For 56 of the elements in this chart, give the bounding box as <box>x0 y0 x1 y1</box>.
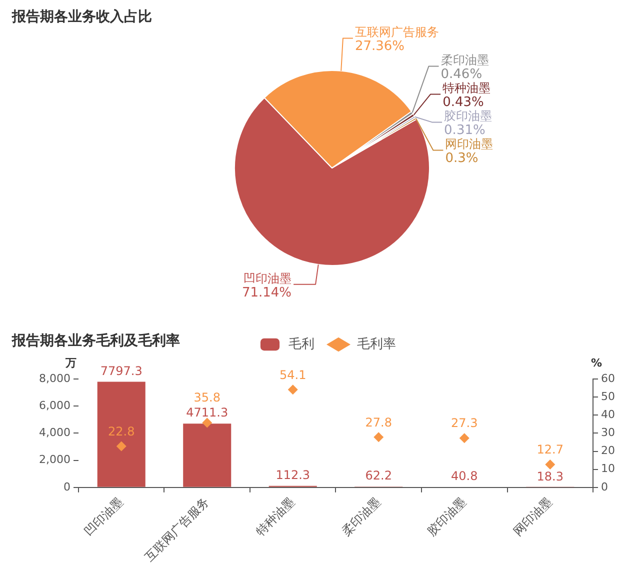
slice-label: 凹印油墨 <box>244 271 292 286</box>
data-label: 112.3 <box>276 468 310 482</box>
y2-tick-label: 0 <box>601 480 608 494</box>
slice-label: 网印油墨 <box>445 137 494 152</box>
slice-label: 胶印油墨 <box>444 109 492 124</box>
y-tick-label: 2,000 <box>38 453 70 466</box>
data-label: 0.46% <box>440 67 482 82</box>
point <box>288 384 298 395</box>
point <box>545 459 556 470</box>
data-label: 35.8 <box>194 390 220 405</box>
slice-label: 特种油墨 <box>442 81 491 96</box>
y-tick-label: 4,000 <box>38 426 70 440</box>
x-tick-label: 凹印油墨 <box>82 494 126 539</box>
point <box>374 432 384 442</box>
y2-tick-label: 40 <box>601 408 616 421</box>
data-label: 0.3% <box>445 151 478 166</box>
y2-tick-label: 20 <box>601 444 616 458</box>
data-label: 7797.3 <box>100 364 142 378</box>
data-label: 27.36% <box>354 39 405 54</box>
y-tick-label: 8,000 <box>38 372 70 385</box>
point <box>116 441 126 452</box>
y2-tick-label: 10 <box>601 462 616 476</box>
x-tick-label: 互联网广告服务 <box>142 494 212 564</box>
slice-label: 互联网广告服务 <box>354 25 439 40</box>
bar <box>183 424 232 487</box>
legend-label: 毛利率 <box>357 336 396 352</box>
data-label: 18.3 <box>536 469 564 484</box>
data-label: 4711.3 <box>186 406 228 420</box>
y-tick-label: 6,000 <box>38 398 70 412</box>
point <box>459 433 470 444</box>
data-label: 27.8 <box>365 415 392 430</box>
data-label: 12.7 <box>536 442 564 457</box>
y2-tick-label: 50 <box>601 390 616 403</box>
data-label: 62.2 <box>365 468 392 483</box>
chart-title: 报告期各业务毛利及毛利率 <box>12 332 180 350</box>
y2-tick-label: 60 <box>601 372 616 385</box>
y-axis-title: 万 <box>64 356 76 370</box>
bar <box>97 382 146 487</box>
data-label: 27.3 <box>451 416 478 430</box>
y2-tick-label: 30 <box>601 426 616 440</box>
point <box>202 418 212 428</box>
legend-label: 毛利 <box>288 336 314 352</box>
x-tick-label: 柔印油墨 <box>339 494 383 539</box>
data-label: 54.1 <box>280 368 306 382</box>
x-tick-label: 特种油墨 <box>253 494 298 539</box>
text: 报告期各业务收入占比 <box>12 8 152 26</box>
data-label: 0.31% <box>444 123 486 138</box>
data-label: 71.14% <box>242 285 292 300</box>
data-label: 22.8 <box>108 424 135 438</box>
y2-axis-title: % <box>591 356 602 370</box>
x-tick-label: 胶印油墨 <box>424 494 469 539</box>
y-tick-label: 0 <box>63 480 70 494</box>
data-label: 40.8 <box>451 468 478 483</box>
slice-label: 柔印油墨 <box>440 53 489 68</box>
data-label: 0.43% <box>442 95 484 110</box>
x-tick-label: 网印油墨 <box>510 494 554 539</box>
